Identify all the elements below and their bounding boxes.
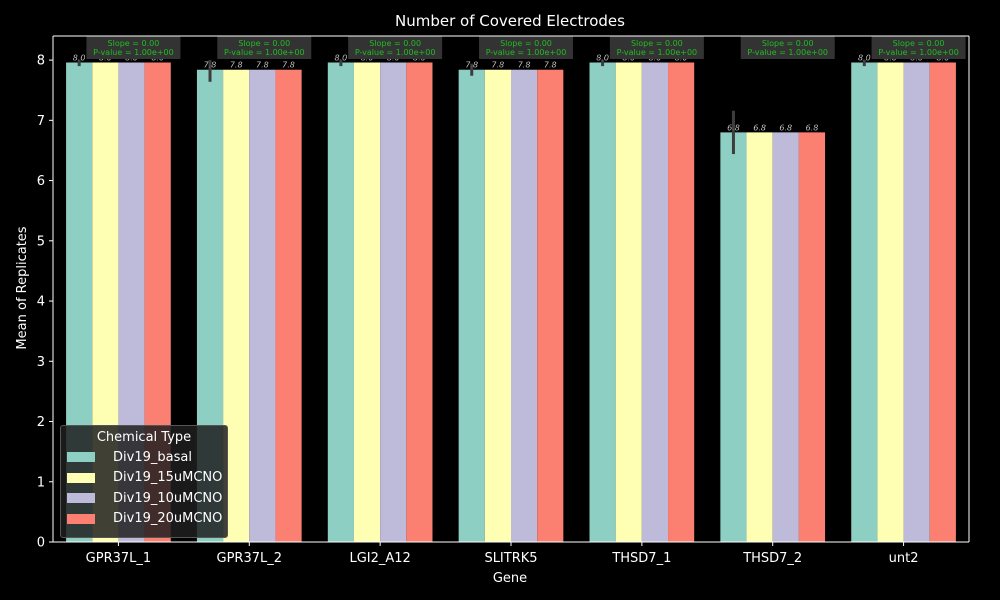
- bar: [537, 69, 564, 542]
- annotation-box: [86, 36, 181, 59]
- annotation-pvalue: P-value = 1.00e+00: [747, 48, 828, 57]
- bar: [929, 62, 956, 542]
- bar: [380, 62, 407, 542]
- x-tick-label: unt2: [889, 551, 919, 566]
- legend-title: Chemical Type: [96, 430, 192, 445]
- x-tick-label: THSD7_1: [611, 551, 671, 566]
- annotation-slope: Slope = 0.00: [500, 39, 552, 48]
- bar: [406, 62, 433, 542]
- annotation-slope: Slope = 0.00: [238, 39, 290, 48]
- legend-swatch: [67, 493, 95, 504]
- annotation-slope: Slope = 0.00: [108, 39, 160, 48]
- annotation-box: [871, 36, 966, 59]
- bar: [615, 62, 642, 542]
- annotation-slope: Slope = 0.00: [893, 39, 945, 48]
- bar-value-label: 8.0: [858, 54, 871, 63]
- legend-item-div19-15umcno: Div19_15uMCNO: [61, 468, 227, 489]
- legend-item-div19-20umcno: Div19_20uMCNO: [61, 509, 227, 530]
- bar: [668, 62, 695, 542]
- annotation-box: [609, 36, 704, 59]
- legend: Chemical Type Div19_basal Div19_15uMCNO …: [60, 425, 228, 538]
- x-tick-label: LGI2_A12: [349, 551, 410, 566]
- annotation-pvalue: P-value = 1.00e+00: [486, 48, 567, 57]
- bar-value-label: 6.8: [727, 123, 740, 132]
- y-tick-label: 5: [37, 234, 45, 249]
- bar: [851, 62, 878, 542]
- annotation-pvalue: P-value = 1.00e+00: [93, 48, 174, 57]
- bar: [720, 132, 747, 542]
- bar: [746, 132, 773, 542]
- legend-swatch: [67, 513, 95, 524]
- x-tick-label: THSD7_2: [742, 551, 802, 566]
- bar: [772, 132, 799, 542]
- bar-value-label: 8.0: [596, 54, 609, 63]
- bar-value-label: 6.8: [753, 123, 766, 132]
- legend-label: Div19_basal: [113, 449, 192, 465]
- bar-value-label: 7.8: [282, 61, 295, 70]
- bar: [484, 69, 511, 542]
- y-tick-label: 0: [37, 536, 45, 551]
- bar-value-label: 8.0: [73, 54, 86, 63]
- legend-label: Div19_10uMCNO: [113, 490, 223, 506]
- y-tick-label: 6: [37, 174, 45, 189]
- bar-value-label: 7.8: [256, 61, 269, 70]
- annotation-slope: Slope = 0.00: [369, 39, 421, 48]
- bar-value-label: 7.8: [204, 61, 217, 70]
- legend-label: Div19_20uMCNO: [113, 511, 223, 527]
- x-tick-label: GPR37L_1: [86, 551, 152, 566]
- legend-item-div19-10umcno: Div19_10uMCNO: [61, 488, 227, 509]
- bar-value-label: 6.8: [779, 123, 792, 132]
- bar: [903, 62, 930, 542]
- bar: [641, 62, 669, 542]
- annotation-pvalue: P-value = 1.00e+00: [617, 48, 698, 57]
- bar: [589, 62, 616, 542]
- bar: [249, 69, 276, 542]
- legend-swatch: [67, 452, 95, 463]
- annotation-box: [348, 36, 443, 59]
- bar-value-label: 6.8: [806, 123, 819, 132]
- annotation-box: [479, 36, 573, 59]
- legend-item-div19-basal: Div19_basal: [61, 447, 227, 468]
- bar-value-label: 7.8: [230, 61, 243, 70]
- bar-value-label: 7.8: [465, 61, 478, 70]
- legend-swatch: [67, 472, 95, 483]
- y-tick-label: 2: [37, 415, 45, 430]
- y-tick-label: 8: [37, 54, 45, 69]
- bar: [458, 69, 485, 542]
- chart-title: Number of Covered Electrodes: [395, 12, 625, 30]
- bar: [877, 62, 904, 542]
- annotation-pvalue: P-value = 1.00e+00: [224, 48, 305, 57]
- bar-value-label: 7.8: [544, 61, 557, 70]
- bar: [327, 62, 354, 542]
- annotation-pvalue: P-value = 1.00e+00: [355, 48, 436, 57]
- bar-value-label: 7.8: [492, 61, 505, 70]
- annotation-slope: Slope = 0.00: [762, 39, 814, 48]
- y-tick-label: 7: [37, 114, 45, 129]
- x-tick-label: SLITRK5: [484, 551, 537, 566]
- bar: [511, 69, 538, 542]
- x-tick-label: GPR37L_2: [217, 551, 283, 566]
- annotation-slope: Slope = 0.00: [631, 39, 683, 48]
- y-tick-label: 3: [37, 355, 45, 370]
- bar-value-label: 8.0: [335, 54, 348, 63]
- annotation-pvalue: P-value = 1.00e+00: [878, 48, 959, 57]
- annotation-box: [740, 36, 835, 59]
- y-tick-label: 4: [37, 295, 45, 310]
- bar-value-label: 7.8: [518, 61, 531, 70]
- annotation-box: [217, 36, 312, 59]
- bar: [275, 69, 302, 542]
- y-axis-label: Mean of Replicates: [15, 226, 30, 349]
- legend-label: Div19_15uMCNO: [113, 470, 223, 486]
- bar: [798, 132, 826, 542]
- y-tick-label: 1: [37, 475, 45, 490]
- bar: [353, 62, 381, 542]
- x-axis-label: Gene: [493, 571, 527, 586]
